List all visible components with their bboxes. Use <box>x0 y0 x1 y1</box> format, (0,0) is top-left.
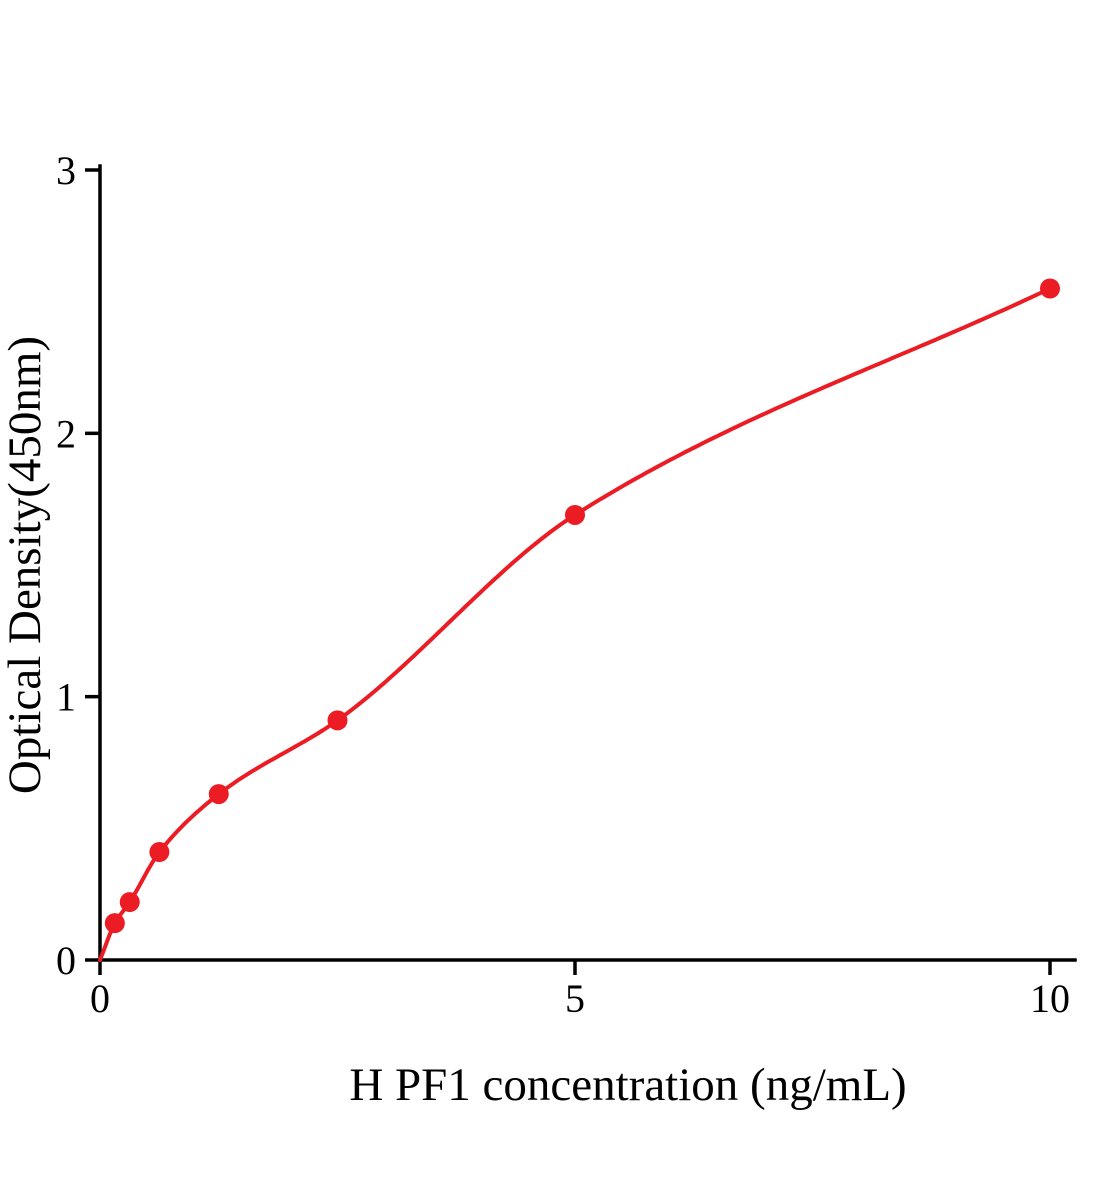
x-tick-label: 5 <box>565 976 585 1021</box>
x-tick-label: 10 <box>1030 976 1070 1021</box>
axes-lines <box>98 164 1077 962</box>
data-point <box>565 504 585 525</box>
data-point <box>119 892 140 913</box>
x-tick-label: 0 <box>90 976 110 1021</box>
data-point <box>208 784 229 805</box>
data-point <box>327 710 348 731</box>
data-point <box>1040 278 1060 299</box>
y-tick-label: 1 <box>56 675 76 720</box>
y-tick-label: 0 <box>56 938 76 983</box>
y-axis-label: Optical Density(450nm) <box>0 336 51 794</box>
data-point <box>104 913 125 934</box>
fit-curve <box>98 286 1052 962</box>
x-axis-label: H PF1 concentration (ng/mL) <box>349 1059 906 1111</box>
y-tick-label: 3 <box>56 148 76 193</box>
y-tick-label: 2 <box>56 411 76 456</box>
data-point <box>149 842 170 863</box>
